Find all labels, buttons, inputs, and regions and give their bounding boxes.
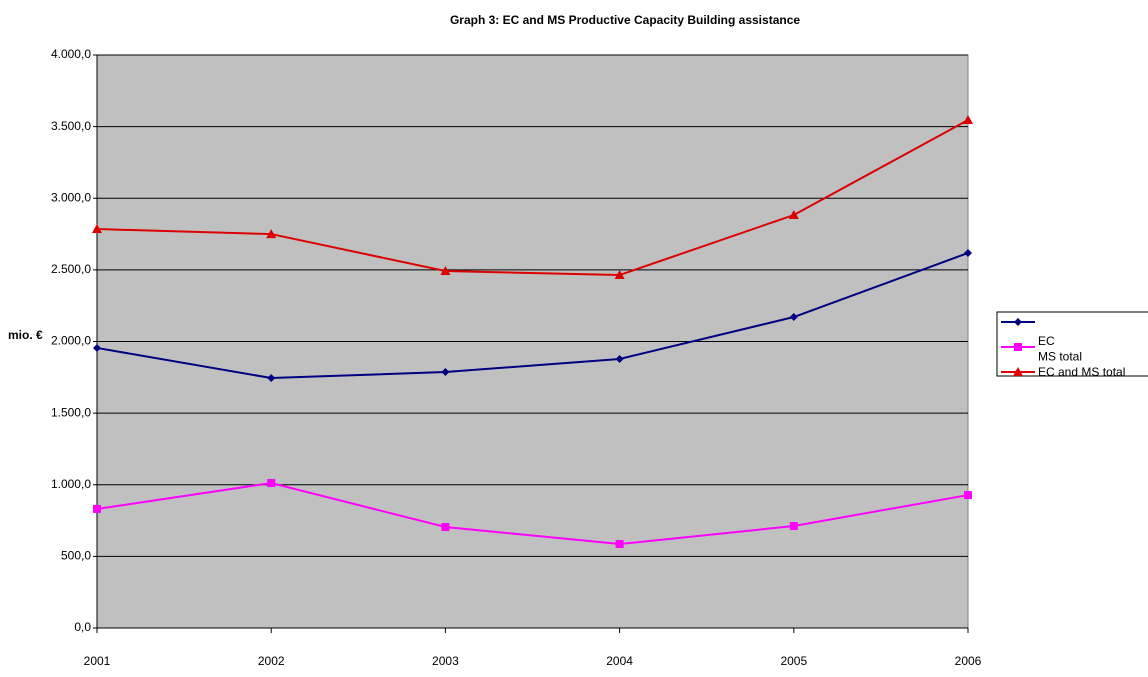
marker <box>441 523 450 532</box>
y-tick-label: 2.500,0 <box>51 262 91 276</box>
y-tick-label: 4.000,0 <box>51 47 91 61</box>
series-line <box>96 482 969 546</box>
series-line <box>96 252 969 380</box>
marker <box>1014 318 1022 326</box>
y-axis-label: mio. € <box>8 328 43 342</box>
marker <box>789 522 798 531</box>
marker <box>1013 367 1023 376</box>
y-tick-label: 500,0 <box>61 549 91 563</box>
series-line <box>96 119 969 277</box>
marker <box>615 540 624 549</box>
marker <box>1014 343 1022 351</box>
marker <box>266 229 277 239</box>
y-tick-label: 1.500,0 <box>51 405 91 419</box>
y-tick-label: 2.000,0 <box>51 334 91 348</box>
marker <box>93 343 101 352</box>
marker <box>92 224 102 234</box>
marker <box>964 248 972 257</box>
y-tick-label: 1.000,0 <box>51 477 91 491</box>
marker <box>267 374 276 383</box>
x-tick-label: 2004 <box>606 654 633 668</box>
x-tick-label: 2001 <box>84 654 111 668</box>
marker <box>788 210 799 220</box>
legend-label: EC and MS total <box>1038 365 1125 379</box>
legend-label: EC <box>1038 334 1055 348</box>
x-tick-label: 2002 <box>258 654 285 668</box>
marker <box>964 491 972 500</box>
legend-label: MS total <box>1038 350 1082 364</box>
x-tick-label: 2003 <box>432 654 459 668</box>
y-tick-label: 0,0 <box>74 620 91 634</box>
y-tick-label: 3.500,0 <box>51 119 91 133</box>
marker <box>441 368 450 377</box>
marker <box>267 479 276 488</box>
marker <box>440 266 451 276</box>
y-tick-label: 3.000,0 <box>51 190 91 204</box>
x-tick-label: 2005 <box>780 654 807 668</box>
marker <box>615 354 624 363</box>
marker <box>93 504 101 513</box>
chart-title: Graph 3: EC and MS Productive Capacity B… <box>450 13 800 27</box>
marker <box>789 313 798 322</box>
marker <box>963 115 973 125</box>
marker <box>614 270 625 280</box>
x-tick-label: 2006 <box>955 654 982 668</box>
